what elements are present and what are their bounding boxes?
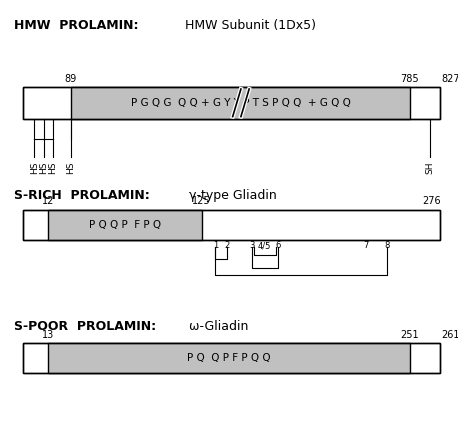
Text: S-RICH  PROLAMIN:: S-RICH PROLAMIN: [14, 189, 149, 202]
Text: 125: 125 [192, 196, 211, 206]
Text: 785: 785 [401, 73, 419, 84]
Bar [71, 87, 410, 119]
Text: 8: 8 [384, 241, 390, 250]
Text: 261: 261 [441, 330, 458, 340]
Text: γ-type Gliadin: γ-type Gliadin [181, 189, 277, 202]
Text: P Q  Q P F P Q Q: P Q Q P F P Q Q [187, 353, 271, 363]
Text: P G Q G  Q Q + G Y Y P T S P Q Q  + G Q Q: P G Q G Q Q + G Y Y P T S P Q Q + G Q Q [131, 98, 350, 108]
Text: 827: 827 [441, 73, 458, 84]
Text: 13: 13 [42, 330, 54, 340]
Bar [48, 210, 202, 240]
Text: 1: 1 [213, 241, 218, 250]
Text: 3: 3 [249, 241, 255, 250]
Text: 7: 7 [364, 241, 369, 250]
Text: P Q Q P  F P Q: P Q Q P F P Q [89, 220, 161, 230]
Text: HMW  PROLAMIN:: HMW PROLAMIN: [14, 19, 138, 32]
Bar [23, 343, 440, 373]
Text: ω-Gliadin: ω-Gliadin [181, 320, 248, 333]
Text: HMW Subunit (1Dx5): HMW Subunit (1Dx5) [181, 19, 316, 32]
Bar [23, 87, 440, 119]
Bar [23, 210, 440, 240]
Text: 4/5: 4/5 [258, 241, 272, 250]
Text: 12: 12 [42, 196, 55, 206]
Text: 251: 251 [401, 330, 419, 340]
Bar [23, 343, 440, 373]
Text: 6: 6 [275, 241, 281, 250]
Text: HS: HS [66, 161, 76, 173]
Text: 276: 276 [422, 196, 441, 206]
Text: SH: SH [425, 161, 434, 173]
Text: 2: 2 [224, 241, 229, 250]
Text: HS: HS [39, 161, 48, 173]
Bar [23, 87, 440, 119]
Text: S-POOR  PROLAMIN:: S-POOR PROLAMIN: [14, 320, 156, 333]
Text: HS: HS [30, 161, 39, 173]
Text: HS: HS [48, 161, 57, 173]
Text: 89: 89 [65, 73, 77, 84]
Bar [23, 210, 440, 240]
Bar [48, 343, 410, 373]
